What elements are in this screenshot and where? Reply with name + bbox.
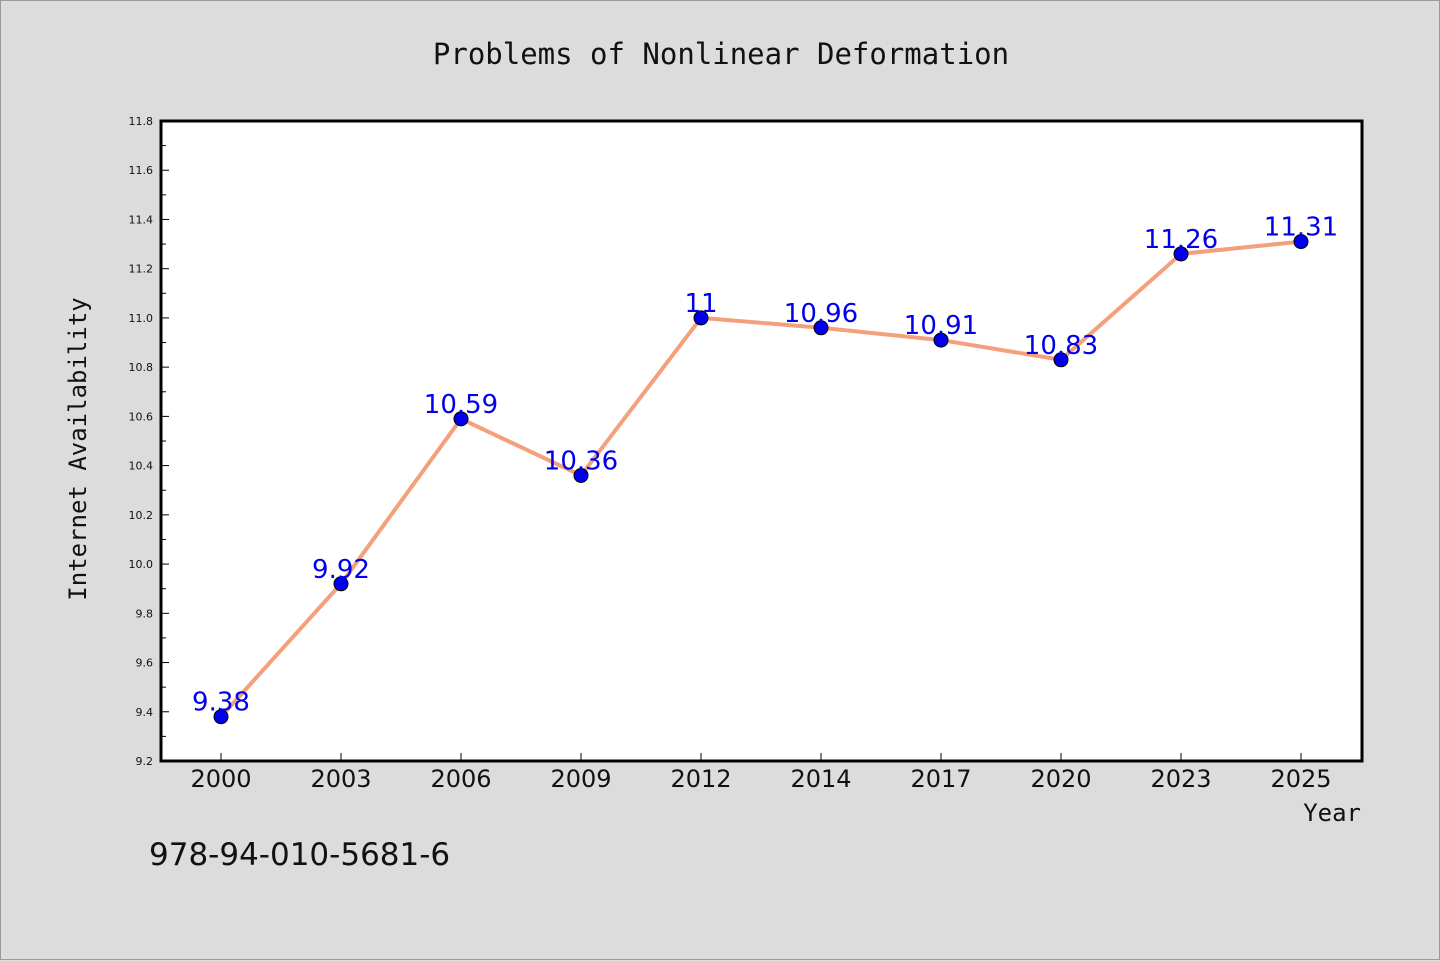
x-tick-label: 2017 [910, 765, 971, 793]
x-tick-label: 2012 [670, 765, 731, 793]
data-point [213, 709, 229, 725]
y-tick-label: 11.6 [129, 164, 154, 177]
data-label: 10.91 [904, 311, 978, 341]
data-label: 10.83 [1024, 331, 1098, 361]
series-line [219, 239, 1302, 719]
data-label: 11 [684, 289, 717, 319]
x-tick-label: 2000 [190, 765, 251, 793]
y-tick-label: 9.2 [136, 755, 154, 768]
y-axis-label: Internet Availability [64, 297, 92, 600]
data-label: 11.31 [1264, 213, 1338, 243]
x-axis-label: Year [1303, 799, 1361, 827]
y-tick-label: 9.8 [136, 607, 154, 620]
data-point [453, 411, 469, 427]
y-axis: 9.2 9.4 9.6 9.8 10.0 10.2 10.4 10.6 10.8 11.0 11.2… [129, 115, 169, 768]
data-point [933, 332, 949, 348]
data-label: 10.36 [544, 446, 618, 476]
y-tick-label: 10.4 [129, 460, 154, 473]
series-layer: 9.38 9.92 10.59 10.36 11 10.96 10.91 10.83 11.26… [192, 213, 1338, 725]
data-label: 10.96 [784, 299, 858, 329]
chart-title: Problems of Nonlinear Deformation [433, 37, 1009, 71]
x-tick-label: 2025 [1270, 765, 1331, 793]
x-axis: 2000 2003 2006 2009 2012 2014 2017 2020 2023 2025 [190, 753, 1332, 793]
data-point [693, 310, 709, 326]
x-tick-label: 2020 [1030, 765, 1091, 793]
data-label: 10.59 [424, 390, 498, 420]
y-tick-label: 11.4 [129, 213, 154, 226]
data-label: 9.38 [192, 688, 250, 718]
x-tick-label: 2009 [550, 765, 611, 793]
x-tick-label: 2023 [1150, 765, 1211, 793]
data-point [333, 576, 349, 592]
y-tick-label: 11.2 [129, 263, 154, 276]
y-tick-label: 11.8 [129, 115, 154, 128]
y-tick-label: 10.6 [129, 410, 154, 423]
y-tick-label: 10.2 [129, 509, 154, 522]
data-point [813, 320, 829, 336]
y-tick-label: 10.0 [129, 558, 154, 571]
data-point [1053, 352, 1069, 368]
y-tick-label: 9.6 [136, 657, 154, 670]
x-tick-label: 2003 [310, 765, 371, 793]
isbn-text: 978-94-010-5681-6 [149, 837, 450, 873]
data-point [1293, 234, 1309, 250]
x-tick-label: 2014 [790, 765, 851, 793]
data-point [1173, 246, 1189, 262]
data-label: 9.92 [312, 555, 370, 585]
data-label: 11.26 [1144, 225, 1218, 255]
plot-area [159, 119, 1364, 763]
data-point [573, 467, 589, 483]
x-tick-label: 2006 [430, 765, 491, 793]
y-tick-label: 11.0 [129, 312, 154, 325]
y-tick-label: 9.4 [136, 706, 154, 719]
y-tick-label: 10.8 [129, 361, 154, 374]
